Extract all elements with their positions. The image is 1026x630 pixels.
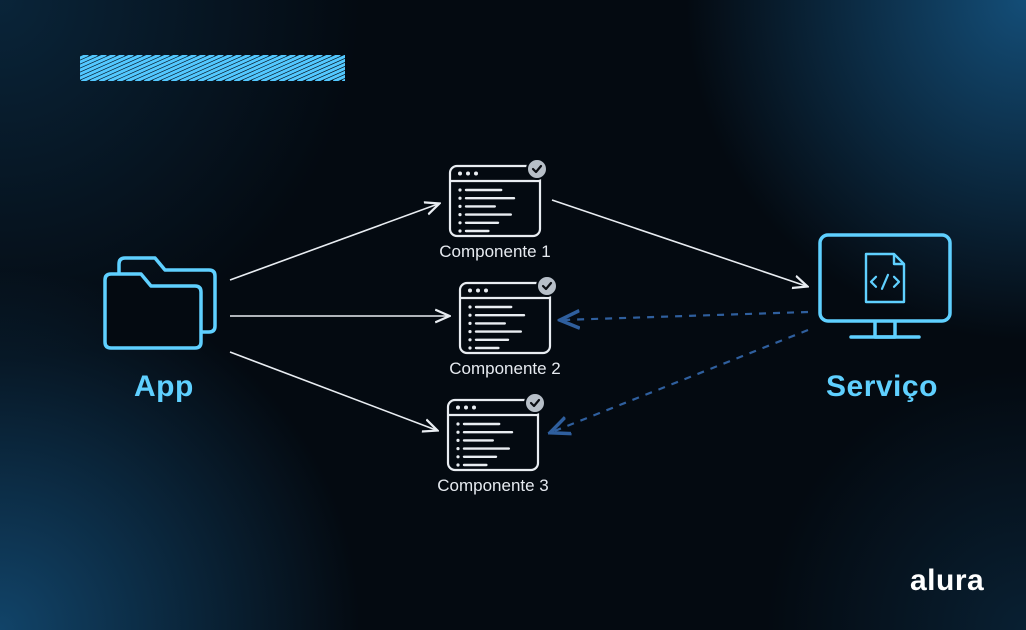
folder-icon bbox=[105, 258, 215, 348]
component-label: Componente 2 bbox=[425, 359, 585, 379]
window-icon bbox=[448, 393, 545, 470]
window-icon bbox=[460, 276, 557, 353]
component-label: Componente 1 bbox=[415, 242, 575, 262]
component-label: Componente 3 bbox=[413, 476, 573, 496]
nodes-layer bbox=[0, 0, 1026, 630]
window-icon bbox=[450, 159, 547, 236]
service-label: Serviço bbox=[826, 370, 938, 404]
brand-logo: alura bbox=[910, 564, 984, 598]
monitor-icon bbox=[820, 235, 950, 337]
app-label: App bbox=[134, 370, 194, 404]
diagram-canvas: App Serviço Componente 1 Componente 2 Comp… bbox=[0, 0, 1026, 630]
